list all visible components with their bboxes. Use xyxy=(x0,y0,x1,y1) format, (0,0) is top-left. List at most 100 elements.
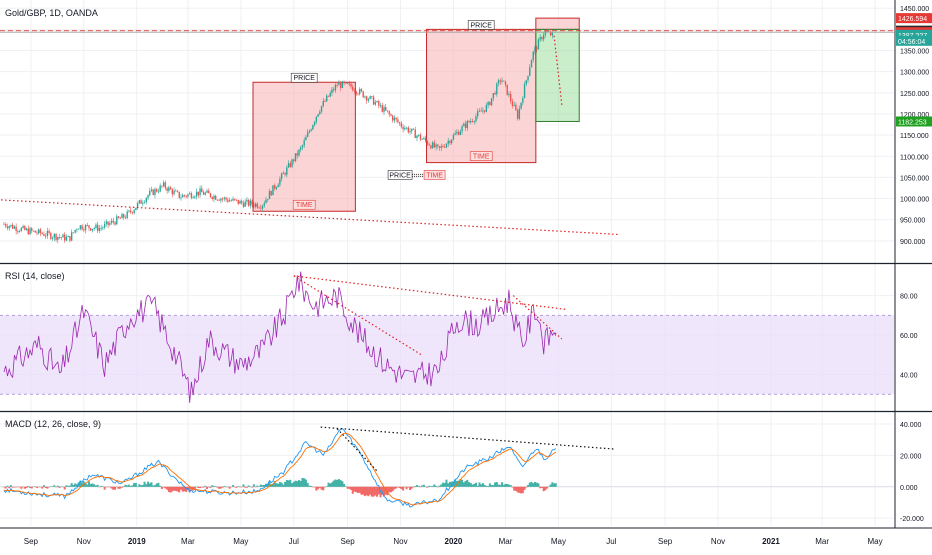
macd-histogram-bar xyxy=(88,481,91,487)
macd-histogram-bar xyxy=(520,486,523,494)
macd-histogram-bar xyxy=(507,484,510,487)
macd-histogram-bar xyxy=(429,486,432,487)
candle-up xyxy=(445,143,448,148)
candle-up xyxy=(456,131,458,134)
macd-histogram-bar xyxy=(336,479,339,487)
macd-histogram-bar xyxy=(230,486,233,488)
candle-up xyxy=(421,139,423,140)
macd-histogram-bar xyxy=(407,486,410,488)
macd-histogram-bar xyxy=(120,486,123,488)
candle-up xyxy=(93,228,95,229)
macd-histogram-bar xyxy=(544,486,547,491)
macd-histogram-bar xyxy=(126,485,129,487)
candle-up xyxy=(383,107,385,112)
macd-histogram-bar xyxy=(402,486,405,491)
macd-histogram-bar xyxy=(483,484,486,487)
macd-histogram-bar xyxy=(216,486,219,488)
candle-up xyxy=(70,232,73,241)
candle-down xyxy=(6,226,9,229)
candle-up xyxy=(367,98,370,101)
macd-histogram-bar xyxy=(405,486,408,490)
candle-down xyxy=(339,83,342,88)
candle-up xyxy=(308,130,311,133)
x-tick-label: Nov xyxy=(77,537,91,546)
macd-histogram-bar xyxy=(322,486,325,491)
candle-up xyxy=(487,101,489,105)
candle-up xyxy=(206,190,208,193)
trend-line xyxy=(293,275,422,356)
candle-down xyxy=(216,199,219,201)
candle-up xyxy=(513,104,515,106)
candle-up xyxy=(345,82,347,84)
macd-histogram-bar xyxy=(112,486,115,490)
price-tag xyxy=(896,29,932,40)
macd-histogram-bar xyxy=(353,486,356,492)
macd-histogram-bar xyxy=(367,486,370,497)
macd-histogram-bar xyxy=(9,485,12,487)
macd-histogram-bar xyxy=(228,486,231,489)
macd-histogram-bar xyxy=(299,480,302,487)
macd-histogram-bar xyxy=(124,484,127,487)
macd-histogram-bar xyxy=(478,482,481,487)
macd-histogram-bar xyxy=(8,486,11,489)
candle-down xyxy=(43,233,45,236)
macd-histogram-bar xyxy=(454,479,457,487)
x-tick-label: Mar xyxy=(181,537,195,546)
macd-histogram-bar xyxy=(30,486,33,489)
rsi-line xyxy=(3,271,557,403)
candle-up xyxy=(74,229,76,233)
candle-down xyxy=(386,110,389,112)
macd-histogram-bar xyxy=(273,481,276,487)
macd-histogram-bar xyxy=(304,479,307,487)
candle-down xyxy=(360,89,363,92)
candle-up xyxy=(62,234,64,238)
macd-histogram-bar xyxy=(280,482,283,487)
macd-histogram-bar xyxy=(384,486,387,495)
candle-up xyxy=(280,173,283,179)
candle-down xyxy=(209,193,212,198)
macd-histogram-bar xyxy=(41,486,44,489)
macd-histogram-bar xyxy=(362,486,365,495)
macd-histogram-bar xyxy=(428,485,431,487)
price-tag-label: 04:56:04 xyxy=(898,39,925,46)
candle-up xyxy=(38,229,40,234)
candle-down xyxy=(123,214,125,218)
macd-histogram-bar xyxy=(252,484,255,487)
macd-histogram-bar xyxy=(153,485,156,487)
candle-up xyxy=(187,194,189,197)
candle-up xyxy=(263,203,265,206)
candle-down xyxy=(541,37,543,40)
macd-histogram-bar xyxy=(542,486,545,492)
candle-up xyxy=(272,185,274,196)
macd-histogram-bar xyxy=(396,486,399,488)
candle-up xyxy=(482,110,484,112)
macd-histogram-bar xyxy=(383,486,386,497)
macd-histogram-bar xyxy=(179,486,182,490)
price-marker-label: PRICE xyxy=(389,172,411,179)
macd-histogram-bar xyxy=(476,485,479,487)
candle-down xyxy=(34,230,36,233)
candle-down xyxy=(166,188,168,191)
candle-down xyxy=(235,199,238,201)
candle-down xyxy=(353,90,356,92)
candle-up xyxy=(518,108,521,119)
x-tick-label: Sep xyxy=(340,537,355,546)
candle-down xyxy=(197,191,200,196)
macd-histogram-bar xyxy=(403,486,406,488)
macd-histogram-bar xyxy=(348,486,351,489)
macd-histogram-bar xyxy=(18,486,21,488)
candle-up xyxy=(416,135,418,139)
macd-histogram-bar xyxy=(81,483,84,487)
macd-histogram-bar xyxy=(16,486,19,488)
macd-histogram-bar xyxy=(356,486,359,493)
macd-tick-label: 0.000 xyxy=(900,485,918,492)
candle-down xyxy=(131,212,134,213)
macd-histogram-bar xyxy=(313,486,316,488)
macd-histogram-bar xyxy=(75,484,78,487)
candle-up xyxy=(542,34,545,40)
candle-up xyxy=(532,51,534,60)
candle-down xyxy=(346,82,349,84)
candle-up xyxy=(525,80,527,85)
macd-histogram-bar xyxy=(110,486,113,489)
candle-up xyxy=(359,89,361,94)
